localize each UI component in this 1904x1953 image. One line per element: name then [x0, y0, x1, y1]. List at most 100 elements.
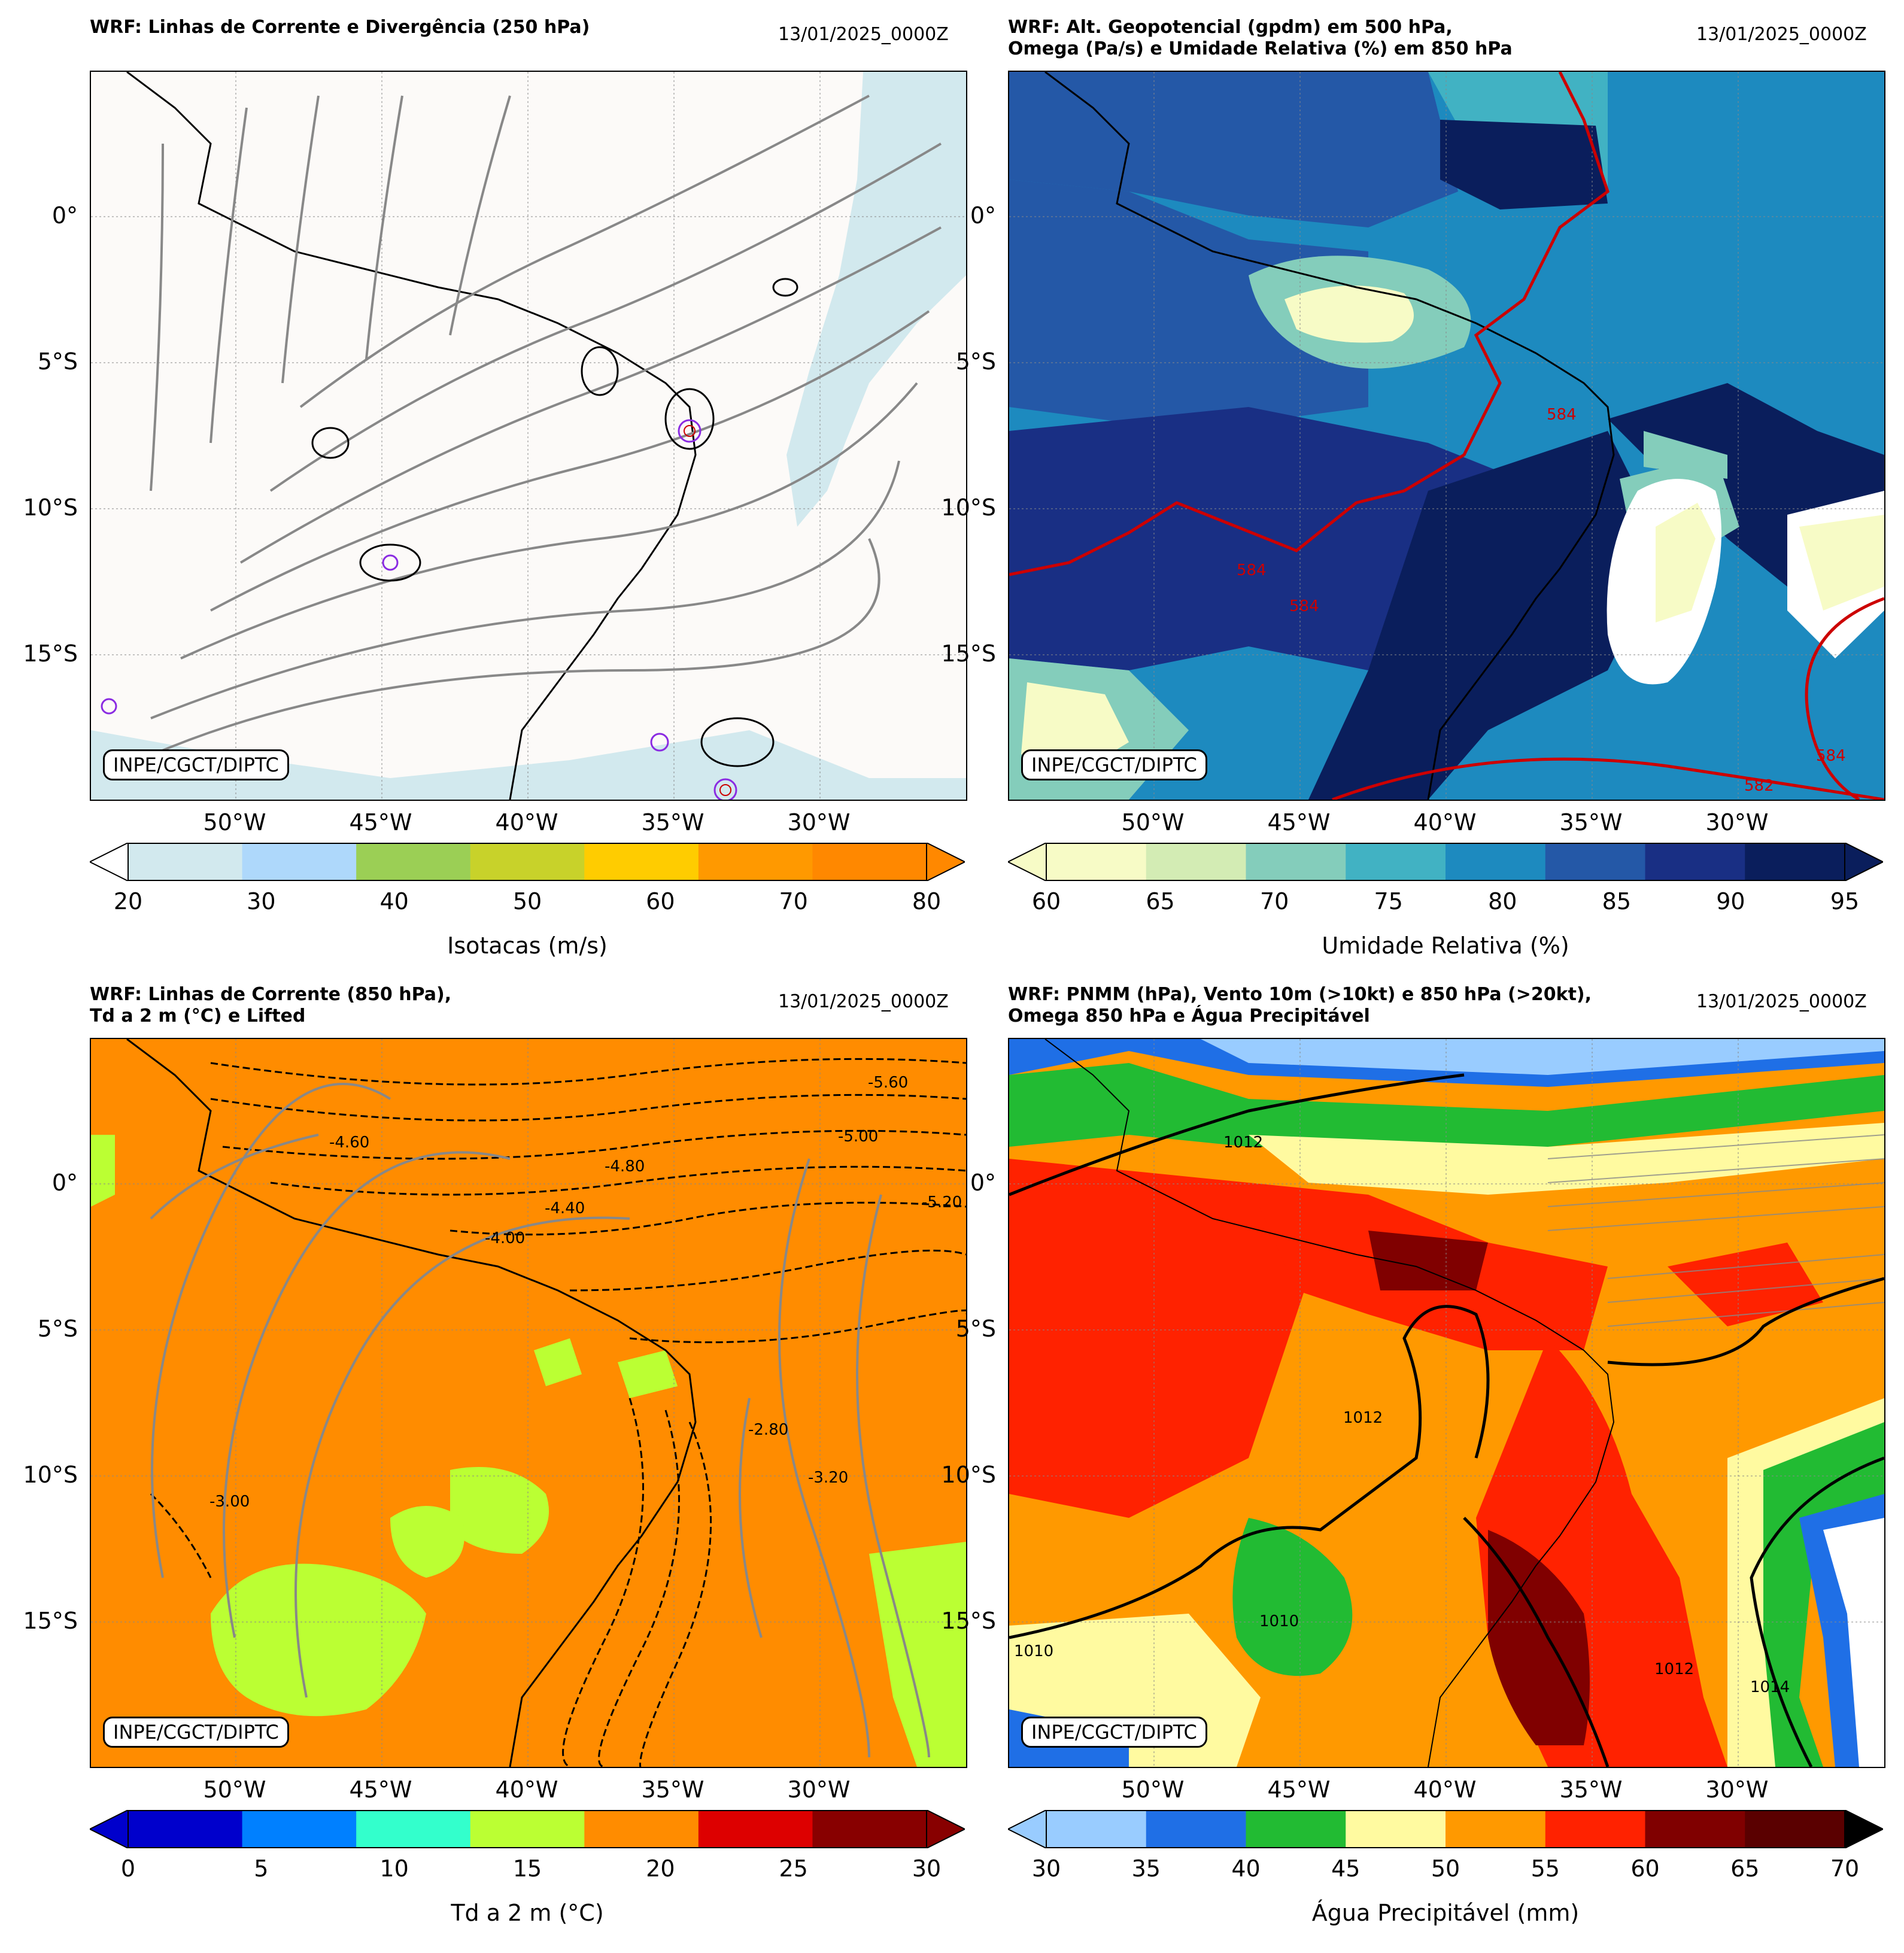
source-badge: INPE/CGCT/DIPTC — [1021, 749, 1207, 780]
colorbar-swatch — [698, 1810, 813, 1848]
colorbar-border — [127, 1810, 927, 1848]
isotach-20-south — [91, 730, 966, 800]
colorbar-extend-high — [1844, 1809, 1885, 1849]
contour-label: 1012 — [1654, 1660, 1695, 1678]
isobar-1012 — [1009, 1073, 1465, 1196]
lat-label: 5°S — [955, 1316, 996, 1342]
colorbar-tick-label: 75 — [1374, 888, 1403, 915]
colorbar-swatch — [1246, 843, 1346, 881]
lat-label: 0° — [51, 202, 78, 229]
map-area — [1008, 71, 1885, 801]
geopotential-584 — [1009, 72, 1610, 576]
colorbar — [1006, 842, 1885, 883]
colorbar-extend-low — [88, 1809, 129, 1849]
colorbar-tick-label: 70 — [779, 888, 808, 915]
colorbar-swatch — [1446, 843, 1546, 881]
colorbar-tick-label: 45 — [1331, 1855, 1361, 1882]
lon-label: 40°W — [495, 1776, 558, 1803]
lat-label: 0° — [970, 202, 996, 229]
colorbar-extend-high — [1844, 842, 1885, 882]
contour-label: 584 — [1289, 597, 1319, 615]
colorbar-tick-label: 35 — [1131, 1855, 1161, 1882]
lat-label: 5°S — [37, 1316, 78, 1342]
colorbar-tick-label: 5 — [254, 1855, 269, 1882]
lon-label: 50°W — [1121, 1776, 1185, 1803]
colorbar-swatch — [1545, 843, 1645, 881]
colorbar-swatch — [128, 1810, 243, 1848]
colorbar-swatch — [356, 1810, 471, 1848]
colorbar-swatch — [1146, 843, 1246, 881]
colorbar-title: Td a 2 m (°C) — [451, 1900, 604, 1926]
source-badge: INPE/CGCT/DIPTC — [103, 749, 289, 780]
lat-label: 0° — [970, 1170, 996, 1196]
coastline — [126, 1039, 697, 1767]
colorbar-title: Umidade Relativa (%) — [1322, 933, 1569, 959]
coastline — [1044, 72, 1615, 800]
colorbar-tick-label: 80 — [912, 888, 942, 915]
lon-label: 40°W — [1413, 809, 1477, 836]
colorbar-tick-label: 70 — [1259, 888, 1289, 915]
lon-label: 50°W — [203, 809, 266, 836]
colorbar-tick-label: 50 — [1431, 1855, 1460, 1882]
colorbar-tick-label: 40 — [379, 888, 409, 915]
lon-label: 45°W — [349, 1776, 412, 1803]
lon-label: 30°W — [1705, 1776, 1769, 1803]
contour-label: -4.00 — [485, 1229, 526, 1247]
colorbar-extend-low — [1006, 1809, 1047, 1849]
colorbar-swatch — [1046, 843, 1147, 881]
colorbar-tick-label: 60 — [1031, 888, 1061, 915]
geopotential-584-east — [1805, 597, 1884, 800]
map-area — [90, 1038, 967, 1768]
contour-label: -5.20 — [922, 1193, 962, 1211]
contour-label: 1010 — [1259, 1612, 1299, 1630]
lat-label: 10°S — [941, 1462, 996, 1488]
colorbar-tick-label: 20 — [113, 888, 143, 915]
colorbar-swatch — [812, 1810, 927, 1848]
lon-label: 45°W — [1267, 809, 1331, 836]
colorbar-tick-label: 30 — [247, 888, 276, 915]
colorbar-tick-label: 55 — [1531, 1855, 1560, 1882]
contour-label: -5.00 — [838, 1128, 879, 1146]
lat-label: 10°S — [941, 494, 996, 521]
colorbar-swatch — [1046, 1810, 1147, 1848]
colorbar-extend-low — [88, 842, 129, 882]
lon-label: 40°W — [495, 809, 558, 836]
colorbar-swatch — [1246, 1810, 1346, 1848]
colorbar-tick-label: 30 — [1031, 1855, 1061, 1882]
geopotential-582 — [1332, 757, 1884, 800]
colorbar-border — [1046, 1810, 1845, 1848]
colorbar-tick-label: 0 — [120, 1855, 136, 1882]
colorbar-swatch — [356, 843, 471, 881]
contour-label: 582 — [1744, 777, 1774, 795]
colorbar-swatch — [470, 843, 585, 881]
lon-label: 35°W — [641, 1776, 704, 1803]
lat-label: 5°S — [37, 348, 78, 375]
colorbar-swatch — [1745, 1810, 1845, 1848]
coastline — [126, 72, 697, 800]
colorbar-tick-label: 10 — [379, 1855, 409, 1882]
panel-title: WRF: Linhas de Corrente (850 hPa), Td a … — [90, 984, 452, 1026]
colorbar-tick-label: 90 — [1716, 888, 1745, 915]
colorbar-tick-label: 70 — [1830, 1855, 1860, 1882]
colorbar-tick-label: 20 — [646, 1855, 675, 1882]
colorbar-swatch — [242, 843, 357, 881]
colorbar-swatch — [812, 843, 927, 881]
lat-label: 0° — [51, 1170, 78, 1196]
colorbar-swatch — [128, 843, 243, 881]
contour-label: 584 — [1237, 561, 1267, 579]
lon-label: 30°W — [787, 1776, 851, 1803]
colorbar-tick-label: 15 — [512, 1855, 542, 1882]
colorbar-swatches — [88, 842, 967, 882]
isobar-1014 — [1750, 1456, 1884, 1767]
contour-label: -4.80 — [605, 1158, 645, 1176]
colorbar-tick-label: 40 — [1231, 1855, 1261, 1882]
isotach-20-ocean — [786, 72, 966, 527]
lon-label: 50°W — [203, 1776, 266, 1803]
lon-label: 35°W — [1559, 809, 1623, 836]
isobar-1010 — [1009, 1305, 1490, 1639]
colorbar-extend-high — [926, 842, 967, 882]
colorbar-swatch — [1645, 843, 1745, 881]
colorbar-tick-label: 95 — [1830, 888, 1860, 915]
contour-label: 584 — [1816, 747, 1846, 765]
colorbar-swatches — [1006, 1809, 1885, 1849]
